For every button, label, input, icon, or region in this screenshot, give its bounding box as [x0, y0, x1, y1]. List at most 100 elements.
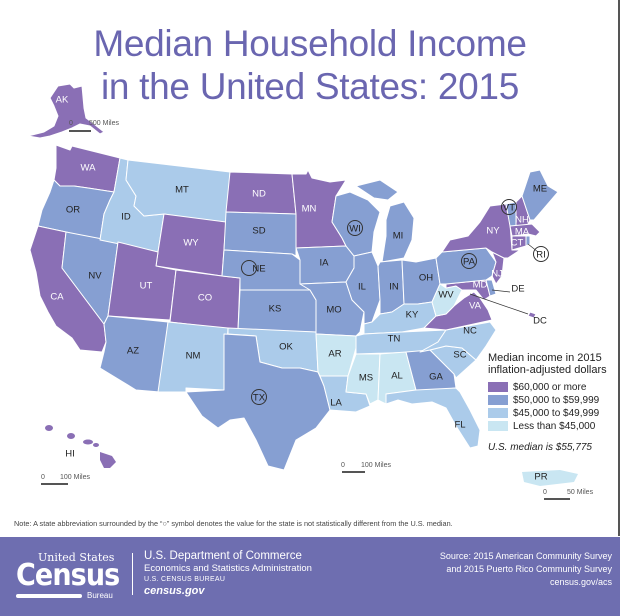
label-AZ: AZ — [127, 346, 139, 357]
page-title: Median Household Income in the United St… — [0, 22, 620, 108]
state-NY[interactable] — [441, 203, 521, 259]
label-VA: VA — [469, 301, 482, 312]
label-MA: MA — [515, 227, 530, 238]
logo-census: Census — [16, 558, 120, 593]
label-OR: OR — [66, 205, 80, 216]
legend-swatch — [488, 408, 508, 418]
state-TX[interactable] — [185, 333, 331, 471]
label-KS: KS — [269, 304, 282, 315]
label-KY: KY — [406, 310, 419, 321]
label-MI: MI — [393, 231, 404, 242]
label-SC: SC — [453, 350, 466, 361]
label-CO: CO — [198, 293, 212, 304]
scale-hawaii: 0 100 Miles — [41, 474, 101, 486]
label-OH: OH — [419, 273, 433, 284]
source-info: Source: 2015 American Community Survey a… — [440, 550, 612, 589]
label-MN: MN — [302, 204, 317, 215]
label-DE: DE — [511, 284, 524, 295]
legend-item-45k-49k: $45,000 to $49,999 — [488, 407, 618, 419]
label-ID: ID — [121, 212, 131, 223]
legend-swatch — [488, 382, 508, 392]
legend-item-60k-plus: $60,000 or more — [488, 381, 618, 393]
scale-pr-zero: 0 — [543, 489, 547, 496]
dept-census-bureau: U.S. CENSUS BUREAU — [144, 576, 226, 583]
title-line-2: in the United States: 2015 — [101, 66, 519, 107]
state-DE[interactable] — [485, 279, 497, 297]
state-NC[interactable] — [419, 321, 497, 361]
label-WI: WI — [349, 224, 361, 235]
state-WY[interactable] — [155, 213, 227, 277]
us-choropleth-map: AK HI WA OR CA NV ID MT WY UT CO AZ NM N… — [27, 83, 578, 486]
label-AK: AK — [56, 95, 69, 106]
label-VT: VT — [503, 203, 515, 214]
label-NC: NC — [463, 326, 477, 337]
source-line-2: and 2015 Puerto Rico Community Survey — [446, 564, 612, 574]
label-IA: IA — [320, 258, 330, 269]
label-MD: MD — [473, 280, 488, 291]
scale-mainland-label: 100 Miles — [361, 462, 391, 469]
legend-title: Median income in 2015 inflation-adjusted… — [488, 352, 607, 376]
label-NE: NE — [252, 264, 265, 275]
label-NJ: NJ — [491, 269, 503, 280]
us-median-note: U.S. median is $55,775 — [488, 442, 592, 453]
label-MO: MO — [326, 305, 341, 316]
footer: United States Census Bureau U.S. Departm… — [0, 537, 620, 616]
label-FL: FL — [454, 420, 465, 431]
scale-alaska: 0 500 Miles — [69, 120, 129, 132]
label-LA: LA — [330, 398, 342, 409]
scale-hawaii-label: 100 Miles — [60, 474, 90, 481]
logo-underline — [16, 594, 82, 598]
leader-lines — [469, 243, 539, 315]
dept-esa: Economics and Statistics Administration — [144, 563, 312, 574]
legend-swatch — [488, 395, 508, 405]
label-NV: NV — [88, 271, 102, 282]
label-CA: CA — [50, 292, 64, 303]
logo-bureau: Bureau — [87, 591, 113, 600]
scale-mainland-zero: 0 — [341, 462, 345, 469]
census-logo[interactable]: United States Census Bureau — [16, 551, 121, 601]
scale-hawaii-zero: 0 — [41, 474, 45, 481]
state-MI[interactable] — [355, 179, 415, 263]
label-ND: ND — [252, 189, 266, 200]
label-AL: AL — [391, 371, 403, 382]
logo-united-states: United States — [38, 551, 115, 564]
legend-item-50k-59k: $50,000 to $59,999 — [488, 394, 618, 406]
state-RI[interactable] — [525, 235, 531, 247]
median-circles — [241, 199, 549, 405]
scale-mainland: 0 100 Miles — [341, 462, 401, 474]
footer-divider — [132, 553, 133, 595]
department-info: U.S. Department of Commerce Economics an… — [144, 550, 312, 598]
label-DC: DC — [533, 316, 547, 327]
dept-commerce: U.S. Department of Commerce — [144, 550, 302, 562]
label-RI: RI — [536, 250, 546, 261]
label-ME: ME — [533, 184, 547, 195]
legend-item-lt-45k: Less than $45,000 — [488, 420, 618, 432]
label-IL: IL — [358, 282, 366, 293]
state-AK[interactable] — [27, 83, 105, 139]
label-PA: PA — [463, 257, 476, 268]
source-line-1: Source: 2015 American Community Survey — [439, 551, 612, 561]
title-line-1: Median Household Income — [93, 23, 527, 64]
state-DC[interactable] — [527, 311, 537, 319]
label-GA: GA — [429, 372, 443, 383]
label-WA: WA — [81, 163, 97, 174]
state-PR[interactable] — [522, 470, 578, 486]
label-UT: UT — [140, 281, 153, 292]
census-gov-link[interactable]: census.gov — [144, 585, 205, 597]
state-FL[interactable] — [385, 387, 481, 449]
label-TX: TX — [253, 393, 266, 404]
scale-pr-label: 50 Miles — [567, 489, 594, 496]
acs-link[interactable]: census.gov/acs — [549, 577, 612, 587]
label-WY: WY — [183, 238, 199, 249]
label-SD: SD — [252, 226, 265, 237]
frame-border — [618, 0, 620, 536]
legend-swatch — [488, 421, 508, 431]
state-ME[interactable] — [521, 169, 559, 221]
scale-puerto-rico: 0 50 Miles — [543, 489, 603, 501]
label-NY: NY — [486, 226, 500, 237]
state-HI[interactable] — [45, 425, 116, 468]
label-HI: HI — [65, 449, 75, 460]
label-NH: NH — [515, 215, 529, 226]
legend: Median income in 2015 inflation-adjusted… — [488, 352, 618, 453]
label-MT: MT — [175, 185, 189, 196]
